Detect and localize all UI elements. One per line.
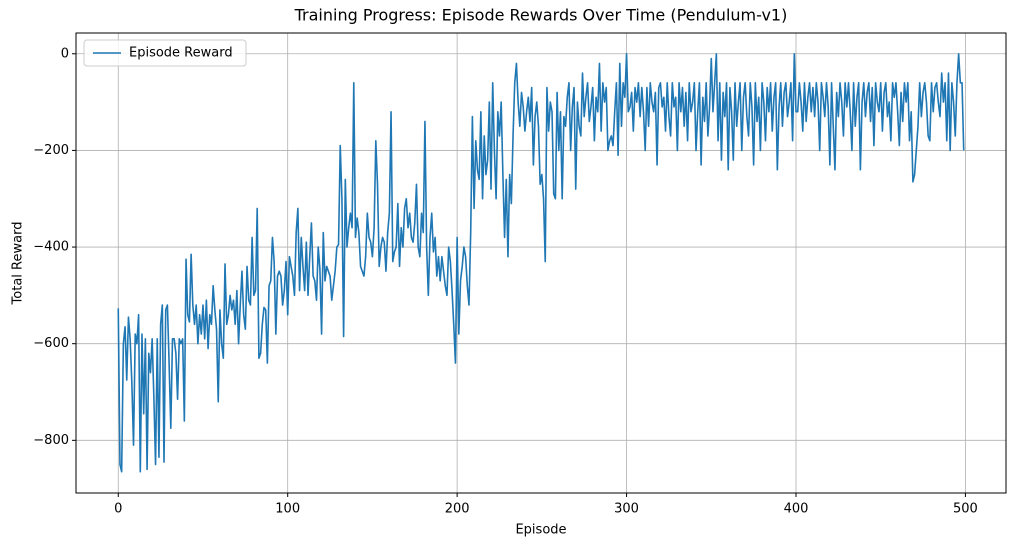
y-axis-label: Total Reward <box>11 222 26 306</box>
y-tick-label: −400 <box>33 240 69 255</box>
x-tick-label: 500 <box>953 502 978 517</box>
legend-box <box>83 39 247 67</box>
x-tick-label: 0 <box>114 502 122 517</box>
x-tick-label: 400 <box>784 502 809 517</box>
x-axis-label: Episode <box>515 523 566 538</box>
x-tick-label: 200 <box>445 502 470 517</box>
y-tick-label: −200 <box>33 143 69 158</box>
y-tick-label: −600 <box>33 336 69 351</box>
y-tick-label: 0 <box>61 46 69 61</box>
plot-frame <box>75 32 1007 494</box>
chart-title: Training Progress: Episode Rewards Over … <box>294 6 788 25</box>
y-tick-label: −800 <box>33 433 69 448</box>
x-tick-label: 100 <box>275 502 300 517</box>
data-line <box>117 52 965 473</box>
legend-label: Episode Reward <box>129 46 233 61</box>
x-tick-label: 300 <box>614 502 639 517</box>
